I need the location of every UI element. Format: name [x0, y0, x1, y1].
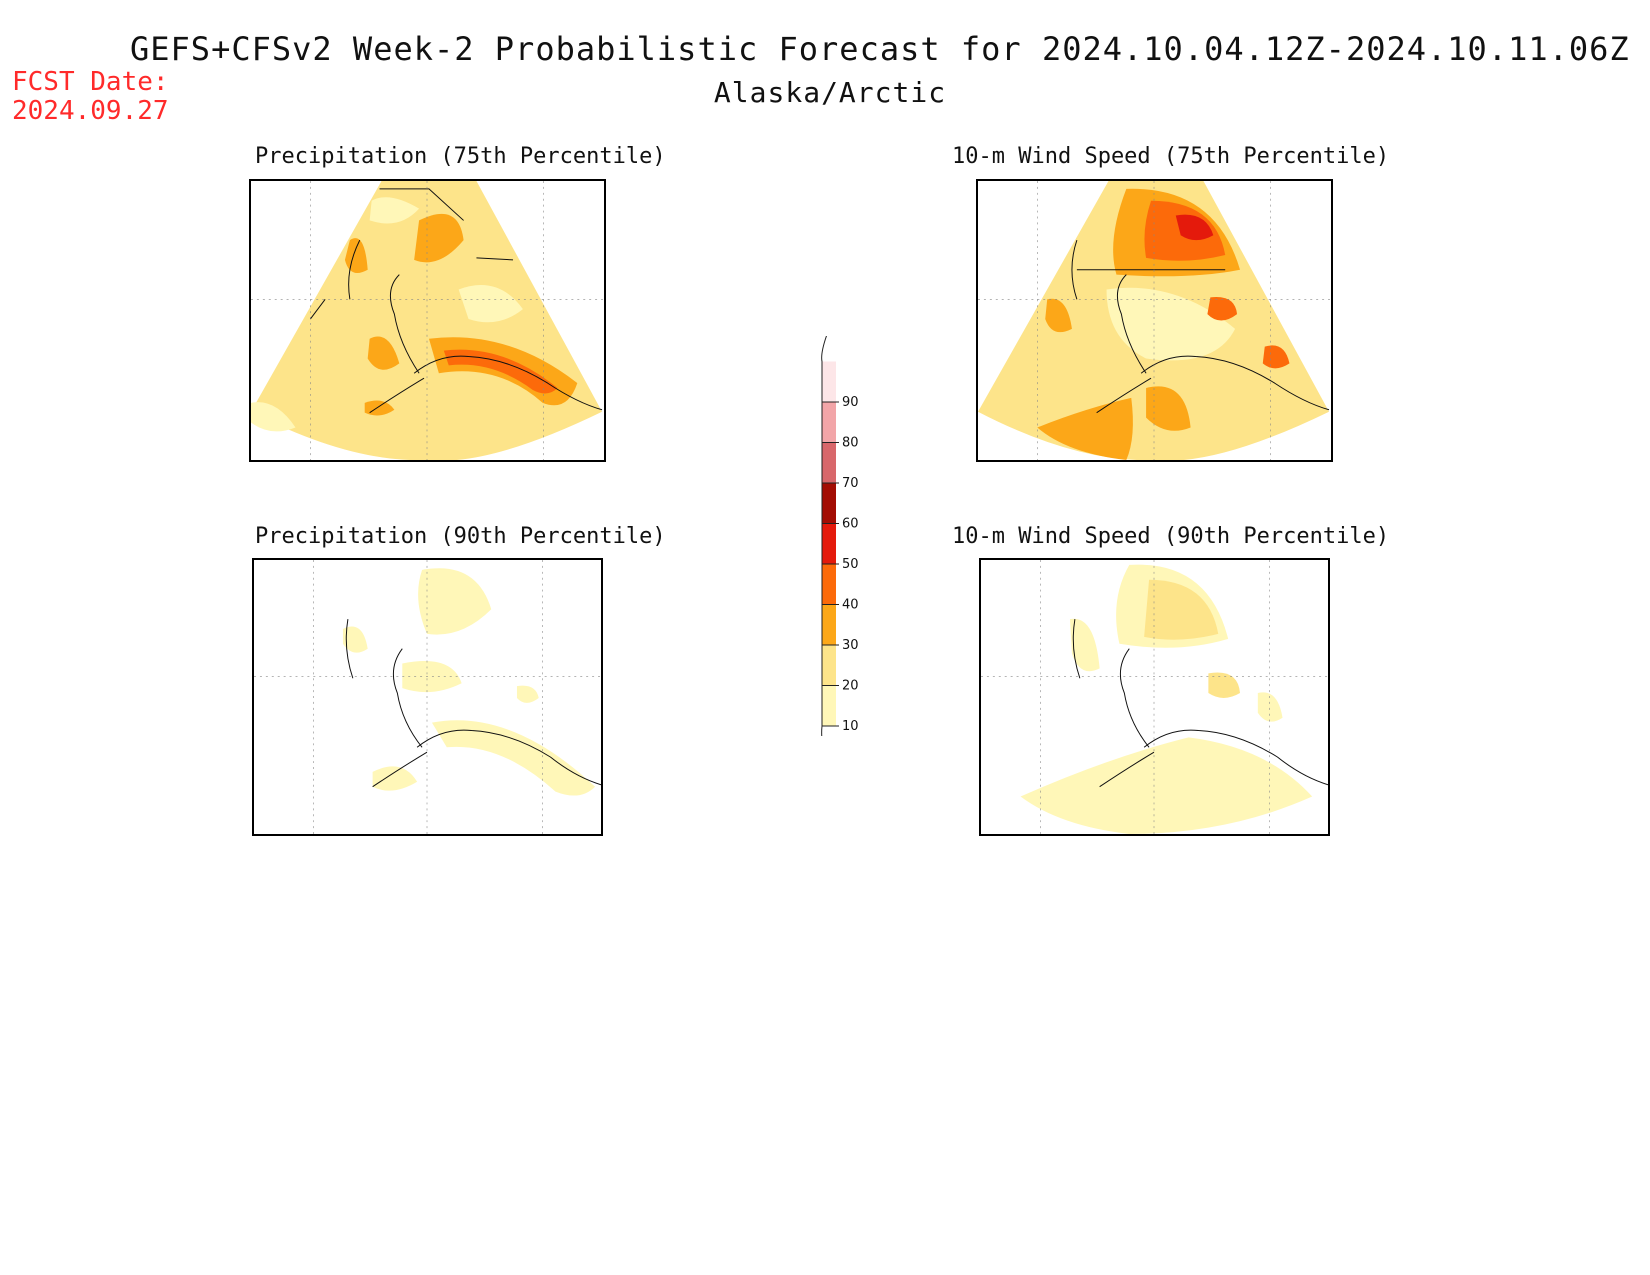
- panel-title-precip75: Precipitation (75th Percentile): [255, 144, 666, 169]
- colorbar-swatch: [822, 442, 836, 483]
- colorbar-tick-label: 60: [842, 517, 859, 532]
- panel-title-wind75: 10-m Wind Speed (75th Percentile): [952, 144, 1390, 169]
- forecast-date-label: FCST Date:: [12, 67, 169, 97]
- colorbar-swatch: [822, 564, 836, 605]
- shade-10: [418, 568, 492, 635]
- map-precip75: [251, 181, 604, 460]
- colorbar-swatch: [822, 645, 836, 686]
- panel-title-wind90: 10-m Wind Speed (90th Percentile): [952, 524, 1390, 549]
- shade-10: [516, 685, 539, 703]
- shade-40: [1262, 345, 1290, 369]
- coastline: [1071, 239, 1330, 414]
- shade-40: [1207, 296, 1238, 321]
- shade-50: [1175, 214, 1214, 241]
- colorbar-tick-label: 10: [842, 719, 859, 734]
- main-title: GEFS+CFSv2 Week-2 Probabilistic Forecast…: [130, 30, 1630, 68]
- graticule: [981, 560, 1328, 834]
- shade-10: [1069, 618, 1100, 672]
- colorbar-swatch: [822, 523, 836, 564]
- colorbar-tick-label: 80: [842, 436, 859, 451]
- panel-title-precip90: Precipitation (90th Percentile): [255, 524, 666, 549]
- colorbar-tick-label: 50: [842, 557, 859, 572]
- map-panel-precip90: [252, 558, 603, 836]
- colorbar-swatch: [822, 604, 836, 645]
- shade-10: [402, 661, 462, 693]
- colorbar-swatch: [822, 483, 836, 524]
- map-panel-wind75: [976, 179, 1333, 462]
- coastline: [345, 619, 601, 788]
- colorbar-swatch: [822, 361, 836, 402]
- map-wind75: [978, 181, 1331, 460]
- shade-30: [1037, 397, 1133, 460]
- colorbar-tick-label: 40: [842, 598, 859, 613]
- shade-30: [367, 336, 400, 370]
- shade-30: [364, 400, 395, 416]
- shade-40: [443, 349, 558, 394]
- shade-30: [1146, 386, 1191, 431]
- coastline: [1072, 619, 1328, 788]
- region-subtitle: Alaska/Arctic: [713, 76, 947, 109]
- colorbar-tick-label: 70: [842, 476, 859, 491]
- shade-10: [1106, 287, 1236, 361]
- map-wind90: [981, 560, 1328, 834]
- shade-10: [369, 197, 420, 224]
- shade-10: [458, 285, 523, 323]
- shade-10: [431, 720, 596, 796]
- colorbar-tick-label: 20: [842, 679, 859, 694]
- shade-10: [1257, 692, 1283, 722]
- colorbar-svg: 10 20 30 40 50 60 70 80 90: [821, 326, 859, 765]
- forecast-date-value: 2024.09.27: [12, 96, 169, 126]
- colorbar-swatch: [822, 402, 836, 443]
- map-panel-wind90: [979, 558, 1330, 836]
- shade-10: [251, 402, 296, 432]
- colorbar-swatch: [822, 685, 836, 726]
- map-precip90: [254, 560, 601, 834]
- shade-30: [414, 213, 464, 263]
- shade-10: [1020, 737, 1313, 834]
- graticule: [254, 560, 601, 834]
- shade-30: [1045, 298, 1072, 333]
- forecast-domain: [251, 181, 603, 460]
- forecast-date-block: FCST Date: 2024.09.27: [12, 68, 169, 126]
- coastline: [309, 188, 603, 414]
- colorbar-tick-label: 30: [842, 638, 859, 653]
- colorbar: 10 20 30 40 50 60 70 80 90: [820, 326, 900, 765]
- shade-10: [342, 626, 368, 653]
- colorbar-tick-label: 90: [842, 395, 859, 410]
- map-panel-precip75: [249, 179, 606, 462]
- shade-10: [372, 766, 418, 791]
- shade-20: [1208, 672, 1241, 698]
- shade-20: [1144, 579, 1219, 640]
